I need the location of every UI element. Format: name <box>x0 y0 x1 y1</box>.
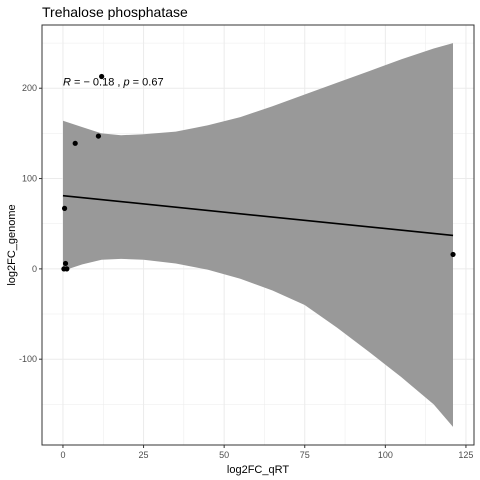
data-point <box>99 73 105 80</box>
data-point <box>72 140 78 146</box>
data-point <box>62 260 69 267</box>
regression-line <box>62 194 454 237</box>
data-point <box>450 251 456 258</box>
y-tick-label: -100 <box>19 354 37 364</box>
x-tick-label: 50 <box>219 450 229 460</box>
y-tick-label: 100 <box>22 174 37 184</box>
data-points <box>61 73 456 272</box>
x-axis-title: log2FC_qRT <box>227 464 289 476</box>
plot-panel-border <box>41 24 475 446</box>
x-tick-label: 25 <box>139 450 149 460</box>
regression-line-layer <box>62 194 454 237</box>
x-tick-label: 100 <box>378 450 393 460</box>
data-point <box>64 266 70 272</box>
confidence-band-layer <box>63 43 453 427</box>
confidence-band <box>63 43 453 427</box>
y-tick-label: 200 <box>22 83 37 93</box>
y-tick-label: 0 <box>32 264 37 274</box>
x-tick-label: 125 <box>458 450 473 460</box>
x-axis-ticks: 0 25 50 75 100 125 <box>60 445 473 460</box>
x-tick-label: 75 <box>300 450 310 460</box>
chart-title: Trehalose phosphatase <box>42 4 188 20</box>
x-tick-label: 0 <box>60 450 65 460</box>
correlation-annotation: R = − 0.18 , p = 0.67 <box>63 77 164 89</box>
data-point <box>95 133 102 139</box>
data-point <box>61 205 68 211</box>
y-axis-ticks: -100 0 100 200 <box>19 83 42 364</box>
y-axis-title: log2FC_genome <box>6 204 18 285</box>
